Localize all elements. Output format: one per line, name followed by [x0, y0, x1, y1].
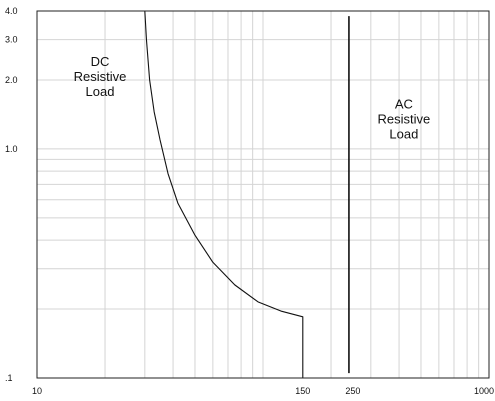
annotation-1-line: Load [86, 84, 115, 99]
series-line-1 [144, 10, 304, 378]
y-tick-label: .1 [5, 373, 13, 383]
labels-layer: 10 150 250 1000.11.02.03.04.0DCResistiveLoa… [5, 6, 494, 396]
annotation-1-line: DC [91, 54, 110, 69]
y-tick-label: 3.0 [5, 35, 18, 45]
y-tick-label: 2.0 [5, 75, 18, 85]
annotation-2-line: AC [395, 97, 413, 112]
series-layer [144, 10, 350, 378]
x-tick-label: 10 [32, 386, 42, 396]
annotation-2-line: Load [389, 127, 418, 142]
plot-frame [36, 10, 490, 379]
annotation-1-line: Resistive [74, 69, 127, 84]
grid [37, 11, 489, 378]
annotation-2-line: Resistive [377, 112, 430, 127]
y-tick-label: 1.0 [5, 144, 18, 154]
y-tick-label: 4.0 [5, 6, 18, 16]
x-tick-label: 150 [295, 386, 310, 396]
x-tick-label: 1000 [474, 386, 494, 396]
x-tick-label: 250 [345, 386, 360, 396]
axes [36, 10, 490, 379]
